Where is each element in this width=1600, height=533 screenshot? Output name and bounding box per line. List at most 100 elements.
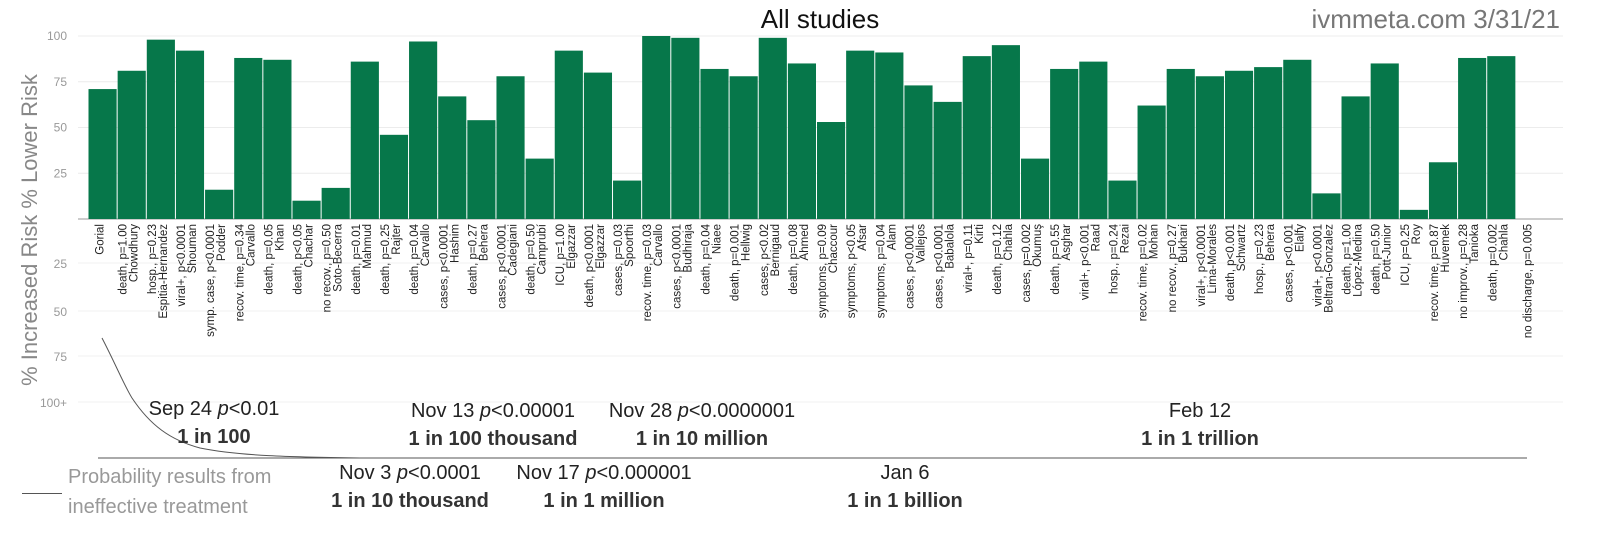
bar-label: ICU, p=0.25Roy — [1400, 224, 1423, 286]
bar-label-line: death, p=0.04 — [701, 223, 713, 294]
bar-label-line: death, p<0.001 — [1225, 224, 1237, 301]
bar — [817, 122, 846, 219]
bar-label-line: Chowdhury — [129, 224, 141, 282]
bar-label: hosp., p=0.24Rezai — [1108, 223, 1131, 294]
bar-label-line: recov. time, p=0.02 — [1138, 224, 1150, 321]
annotation-date: Nov 28 p<0.0000001 — [608, 400, 796, 422]
bar-label: symptoms, p<0.05Afsar — [846, 224, 869, 318]
bar-label-line: death, p=0.25 — [380, 224, 392, 295]
bar-label: death, p=0.01Mahmud — [351, 224, 374, 295]
bar — [583, 72, 613, 219]
bar — [467, 120, 496, 219]
bar-label-line: death, p=0.12 — [992, 224, 1004, 295]
bar — [292, 200, 321, 219]
bar-label: cases, p<0.0001Cadegiani — [497, 224, 520, 309]
bar-label: hosp., p=0.23Behera — [1254, 223, 1277, 294]
bar-label-line: Hashim — [449, 224, 461, 263]
bar-label-line: Mohan — [1149, 224, 1161, 259]
annotation-odds: 1 in 10 thousand — [331, 490, 489, 512]
annotation-odds: 1 in 1 billion — [847, 490, 963, 512]
bar-label-line: Behera — [478, 223, 490, 261]
bar-label-line: viral+, p=0.11 — [963, 224, 975, 293]
bar — [438, 96, 467, 219]
bar-label-line: cases, p=0.002 — [1021, 224, 1033, 302]
legend-label: Probability results from ineffective tre… — [68, 462, 271, 522]
bar — [1079, 61, 1108, 220]
bar-label-line: Okumuş — [1032, 224, 1044, 267]
bar-label-line: viral+, p<0.0001 — [1196, 224, 1208, 306]
bar-label: no discharge, p=0.005 — [1522, 224, 1534, 338]
bar — [613, 180, 642, 219]
bar-label-line: Huvemek — [1440, 224, 1452, 273]
bar — [1283, 59, 1312, 219]
bar — [1195, 76, 1224, 219]
bar-label-line: Pott-Junior — [1382, 224, 1394, 280]
bar-label-line: Afsar — [857, 224, 869, 251]
annotation-odds: 1 in 100 thousand — [408, 428, 578, 450]
bar-label: death, p=0.27Behera — [467, 223, 490, 294]
bar-label: hosp., p=0.23Espitia-Hernandez — [147, 224, 170, 319]
bar — [904, 85, 933, 219]
bar-label-line: Shouman — [187, 224, 199, 273]
bar-label: cases, p<0.02Bernigaud — [759, 224, 782, 296]
bar — [88, 89, 117, 219]
bar — [409, 41, 438, 219]
bar-label-line: symptoms, p=0.09 — [817, 224, 829, 318]
bar — [1487, 56, 1516, 219]
bar-label: symp. case, p<0.0001Podder — [205, 224, 228, 337]
y-tick-upper: 50 — [54, 121, 68, 135]
bar-label: death, p=0.50Camprubí — [526, 223, 549, 294]
bar-label-line: death, p=0.001 — [730, 224, 742, 301]
y-tick-lower: 100+ — [40, 396, 67, 410]
bar-label-line: Behera — [1265, 223, 1277, 261]
bar-label-line: Elgazzar — [595, 224, 607, 269]
bar-label: recov. time, p=0.03Carvallo — [642, 224, 665, 321]
bar-label: viral+, p<0.0001Beltran-Gonzalez — [1312, 224, 1335, 313]
bar-label-line: symptoms, p=0.04 — [875, 223, 887, 318]
bar — [205, 189, 234, 219]
bar-label-line: Podder — [216, 224, 228, 261]
bar-label-line: Espitia-Hernandez — [158, 224, 170, 319]
annotation-date: Sep 24 p<0.01 — [148, 398, 280, 420]
bar-label-line: viral+, p<0.0001 — [1312, 224, 1324, 306]
bars — [88, 36, 1516, 220]
bar-label: death, p=0.05Khan — [263, 224, 286, 295]
bar-label-line: Chahla — [1498, 223, 1510, 260]
bar-label: death, p<0.05Chachar — [293, 224, 316, 295]
bar-label: death, p=0.04Carvallo — [409, 223, 432, 294]
bar-label: death, p<0.0001Elgazzar — [584, 224, 607, 308]
bar — [729, 76, 758, 219]
bar-label-line: Alam — [886, 224, 898, 250]
bar-label: recov. time, p=0.02Mohan — [1138, 224, 1161, 321]
bar-label-line: no discharge, p=0.005 — [1522, 224, 1534, 338]
bar-label: cases, p<0.0001Hashim — [438, 224, 461, 309]
bar-label-line: death, p=0.002 — [1487, 224, 1499, 301]
bar-label: death, p=0.04Niaee — [701, 223, 724, 294]
legend-label-line1: Probability results from — [68, 466, 272, 488]
probability-annotation: Jan 6 1 in 1 billion — [847, 460, 963, 516]
bar — [496, 76, 525, 219]
bar-label-line: cases, p=0.03 — [613, 224, 625, 296]
bar-label-line: no recov., p=0.50 — [322, 224, 334, 312]
bar-label: symptoms, p=0.04Alam — [875, 223, 898, 318]
bar-label-line: Chachar — [304, 224, 316, 268]
bar — [846, 50, 875, 219]
bar — [1399, 209, 1428, 219]
bar-label-line: cases, p<0.02 — [759, 224, 771, 296]
bar — [234, 57, 263, 220]
bar — [1254, 67, 1283, 219]
bar-label-line: Khan — [274, 224, 286, 251]
bar-label: viral+, p<0.001Raad — [1079, 224, 1102, 300]
bar-label: death, p=1.00López-Medina — [1342, 223, 1365, 296]
bar-label-line: cases, p<0.001 — [1283, 224, 1295, 302]
bar — [1050, 68, 1079, 219]
y-axis-label: % Increased Risk % Lower Risk — [17, 74, 42, 386]
probability-annotation: Nov 28 p<0.0000001 1 in 10 million — [609, 398, 795, 454]
bar — [321, 187, 350, 219]
bar — [554, 50, 583, 219]
bar — [991, 45, 1020, 220]
bar-label: death, p=0.12Chahla — [992, 223, 1015, 294]
bar-label: recov. time, p=0.34Carvallo — [234, 223, 257, 321]
bar — [933, 101, 962, 219]
bar-label-line: death, p=0.50 — [1371, 224, 1383, 295]
